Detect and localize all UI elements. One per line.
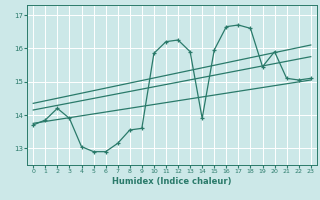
X-axis label: Humidex (Indice chaleur): Humidex (Indice chaleur) (112, 177, 232, 186)
